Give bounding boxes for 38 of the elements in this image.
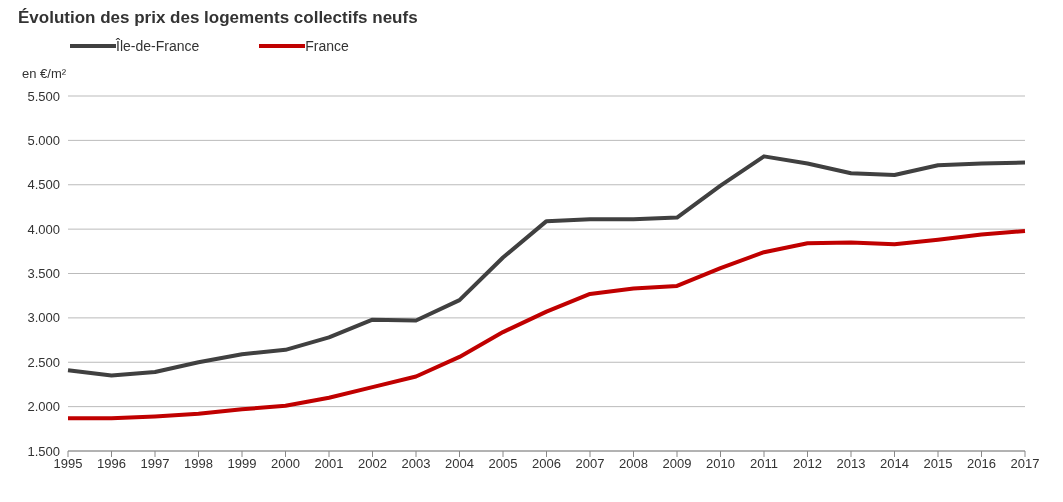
x-tick-label: 2002 — [358, 456, 387, 472]
x-tick-label: 2009 — [662, 456, 692, 472]
x-tick-label: 2001 — [314, 456, 344, 472]
legend-label: Île-de-France — [116, 38, 200, 54]
x-tick-label: 2010 — [706, 456, 735, 472]
x-tick-label: 2013 — [836, 456, 866, 472]
x-tick-label: 2000 — [271, 456, 300, 472]
y-tick-label: 3.000 — [27, 310, 60, 326]
x-tick-label: 2003 — [401, 456, 431, 472]
y-tick-label: 2.500 — [27, 354, 60, 370]
x-tick-label: 1996 — [97, 456, 126, 472]
x-tick-label: 2011 — [750, 456, 778, 472]
x-tick-label: 1995 — [53, 456, 83, 472]
x-tick-label: 2007 — [575, 456, 605, 472]
x-tick-label: 2005 — [488, 456, 518, 472]
x-tick-label: 2006 — [532, 456, 561, 472]
y-tick-label: 5.500 — [27, 88, 60, 104]
x-tick-label: 2004 — [445, 456, 474, 472]
x-tick-label: 2014 — [880, 456, 909, 472]
y-axis-title: en €/m² — [21, 66, 68, 83]
x-tick-label: 2017 — [1010, 456, 1040, 472]
line-series — [66, 228, 1027, 421]
line-series — [66, 154, 1027, 378]
x-tick-label: 1999 — [227, 456, 257, 472]
x-tick-label: 2008 — [619, 456, 648, 472]
x-tick-label: 2012 — [793, 456, 822, 472]
y-tick-label: 1.500 — [27, 443, 60, 459]
y-tick-label: 5.000 — [27, 132, 60, 148]
x-tick-label: 1997 — [140, 456, 170, 472]
y-tick-label: 4.500 — [27, 177, 60, 193]
y-tick-label: 2.000 — [27, 399, 60, 415]
x-tick-label: 2015 — [923, 456, 953, 472]
legend-label: France — [305, 38, 349, 54]
x-tick-label: 1998 — [184, 456, 213, 472]
chart-title: Évolution des prix des logements collectifs neufs — [17, 8, 419, 29]
y-tick-label: 3.500 — [27, 266, 60, 282]
y-tick-label: 4.000 — [27, 221, 60, 237]
x-tick-label: 2016 — [967, 456, 996, 472]
